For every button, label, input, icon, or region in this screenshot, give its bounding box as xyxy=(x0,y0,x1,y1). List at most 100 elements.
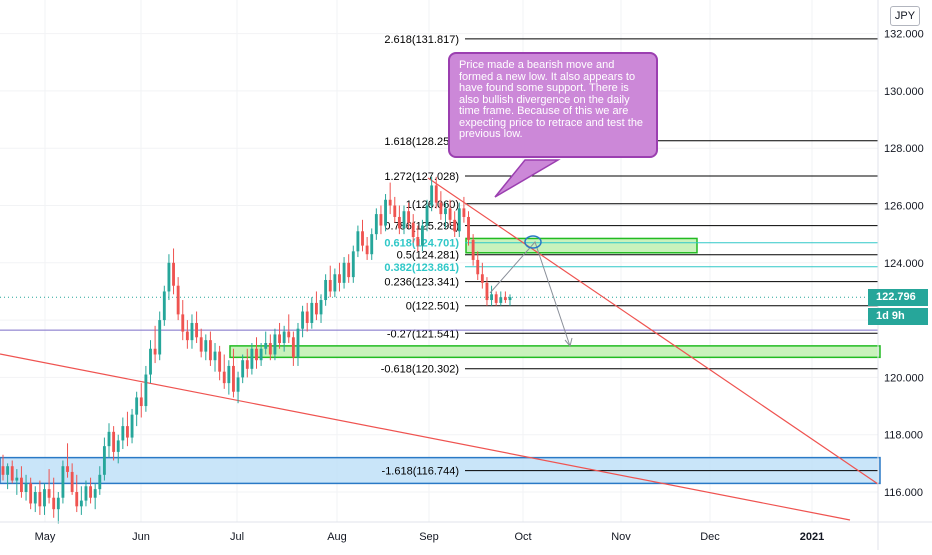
candle-body-72 xyxy=(333,274,337,292)
candle-body-13 xyxy=(61,466,65,498)
candle-body-57 xyxy=(264,343,268,349)
candle-body-27 xyxy=(126,426,129,438)
y-tick-5: 126.000 xyxy=(884,201,924,213)
candle-body-103 xyxy=(476,259,480,275)
candle-body-102 xyxy=(471,239,475,260)
candle-body-91 xyxy=(420,225,424,246)
bar-countdown-tag: 1d 9h xyxy=(868,308,928,326)
fib-label-10: -0.27(121.541) xyxy=(387,328,459,340)
candle-body-44 xyxy=(204,340,208,352)
candle-body-58 xyxy=(268,343,272,355)
candle-body-77 xyxy=(356,231,360,252)
fib-label-2: 1.272(127.028) xyxy=(384,171,459,183)
y-tick-4: 124.000 xyxy=(884,258,924,270)
candle-body-82 xyxy=(379,214,383,226)
y-tick-7: 130.000 xyxy=(884,86,924,98)
candle-body-4 xyxy=(20,477,23,492)
candle-body-12 xyxy=(56,497,60,510)
candle-body-29 xyxy=(135,397,139,415)
touch-marker xyxy=(524,235,542,249)
candle-body-20 xyxy=(93,489,97,498)
candle-body-40 xyxy=(185,331,189,341)
candle-body-21 xyxy=(98,474,102,490)
candle-body-1 xyxy=(6,466,10,475)
candle-body-53 xyxy=(245,360,249,369)
candle-body-108 xyxy=(499,297,503,303)
candle-body-86 xyxy=(397,216,401,229)
candle-body-81 xyxy=(374,214,378,235)
candle-body-50 xyxy=(232,365,235,392)
candle-body-31 xyxy=(144,374,148,407)
projection-path xyxy=(489,241,571,347)
candle-body-73 xyxy=(338,274,341,283)
candle-body-48 xyxy=(222,371,226,384)
candle-body-107 xyxy=(494,294,498,303)
candle-body-32 xyxy=(149,348,152,375)
candle-body-80 xyxy=(370,234,374,255)
candle-body-3 xyxy=(15,477,19,481)
candle-body-54 xyxy=(250,348,254,369)
candle-body-18 xyxy=(84,486,88,501)
candle-body-33 xyxy=(153,348,157,355)
y-tick-2: 120.000 xyxy=(884,372,924,384)
candle-body-52 xyxy=(241,360,245,378)
currency-badge[interactable]: JPY xyxy=(890,6,920,26)
candle-body-89 xyxy=(411,222,415,238)
candle-body-66 xyxy=(305,311,309,323)
zone-0 xyxy=(465,237,698,254)
candle-body-59 xyxy=(273,334,277,355)
candle-body-109 xyxy=(503,297,507,301)
candle-body-106 xyxy=(490,294,493,301)
fib-label-11: -0.618(120.302) xyxy=(381,364,459,376)
candle-body-93 xyxy=(430,185,434,206)
candle-body-90 xyxy=(416,237,420,246)
candle-body-105 xyxy=(485,282,489,301)
candle-body-46 xyxy=(213,351,217,361)
trendlines xyxy=(0,177,879,521)
candle-body-68 xyxy=(314,302,318,315)
candle-body-41 xyxy=(190,322,194,341)
fib-label-8: 0.236(123.341) xyxy=(384,277,459,289)
y-tick-0: 116.000 xyxy=(884,487,923,499)
candle-body-63 xyxy=(291,337,295,358)
candle-body-39 xyxy=(181,314,185,332)
candle-body-69 xyxy=(319,300,323,315)
candle-body-88 xyxy=(407,211,411,223)
current-price-tag: 122.796 xyxy=(868,288,928,306)
candle-body-83 xyxy=(384,199,387,226)
candle-body-110 xyxy=(508,297,512,301)
candle-body-38 xyxy=(176,285,180,315)
x-tick-4: Sep xyxy=(419,531,439,543)
candle-body-55 xyxy=(255,348,258,361)
candle-body-5 xyxy=(24,483,28,492)
candle-body-95 xyxy=(439,202,443,215)
candle-body-62 xyxy=(287,331,291,338)
y-tick-8: 132.000 xyxy=(884,29,924,41)
candles xyxy=(1,176,512,524)
candle-body-97 xyxy=(448,208,452,220)
projection-arrowhead xyxy=(564,337,573,348)
x-tick-2: Jul xyxy=(230,531,244,543)
candle-body-74 xyxy=(342,262,346,283)
candle-body-104 xyxy=(480,274,484,283)
candle-body-35 xyxy=(162,291,166,321)
candle-body-79 xyxy=(365,245,369,255)
x-tick-8: 2021 xyxy=(800,531,824,543)
candle-body-42 xyxy=(195,322,199,338)
x-tick-7: Dec xyxy=(700,531,720,543)
candle-body-36 xyxy=(167,262,171,292)
callout-pointer xyxy=(494,159,561,198)
fib-label-0: 2.618(131.817) xyxy=(384,34,459,46)
candle-body-101 xyxy=(467,216,470,240)
candle-body-51 xyxy=(236,377,240,392)
candle-body-64 xyxy=(296,328,300,358)
candle-body-87 xyxy=(402,211,406,229)
candle-body-78 xyxy=(361,231,364,246)
candle-body-30 xyxy=(139,397,143,407)
trendline-long xyxy=(0,353,851,521)
y-tick-1: 118.000 xyxy=(884,430,923,442)
candle-body-19 xyxy=(89,486,93,498)
candle-body-34 xyxy=(158,320,162,355)
